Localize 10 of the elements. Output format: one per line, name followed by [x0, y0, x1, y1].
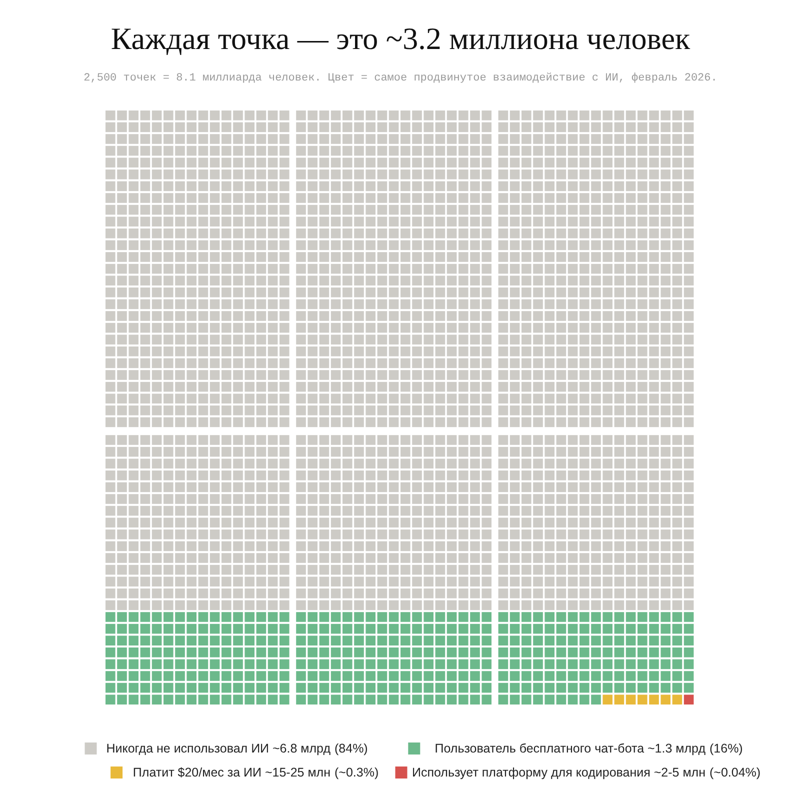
data-label: (~0.3%): [334, 766, 379, 780]
data-label: (16%): [710, 742, 743, 756]
category-label: Никогда не использовал ИИ ~6.8 млрд: [106, 742, 332, 756]
category-label: Платит $20/мес за ИИ ~15-25 млн: [132, 766, 331, 780]
category-label: Пользователь бесплатного чат-бота ~1.3 млрд: [434, 742, 706, 756]
data-label: (~0.04%): [710, 766, 761, 780]
text: 2,500 точек = 8.1 миллиарда человек. Цвет = самое продвинутое взаимодействие с ИИ, февраль 2026.: [84, 72, 718, 84]
text: Каждая точка — это ~3.2 миллиона человек: [110, 21, 692, 56]
data-label: (84%): [334, 742, 368, 756]
category-label: Использует платформу для кодирования ~2-5 млн: [412, 766, 706, 780]
